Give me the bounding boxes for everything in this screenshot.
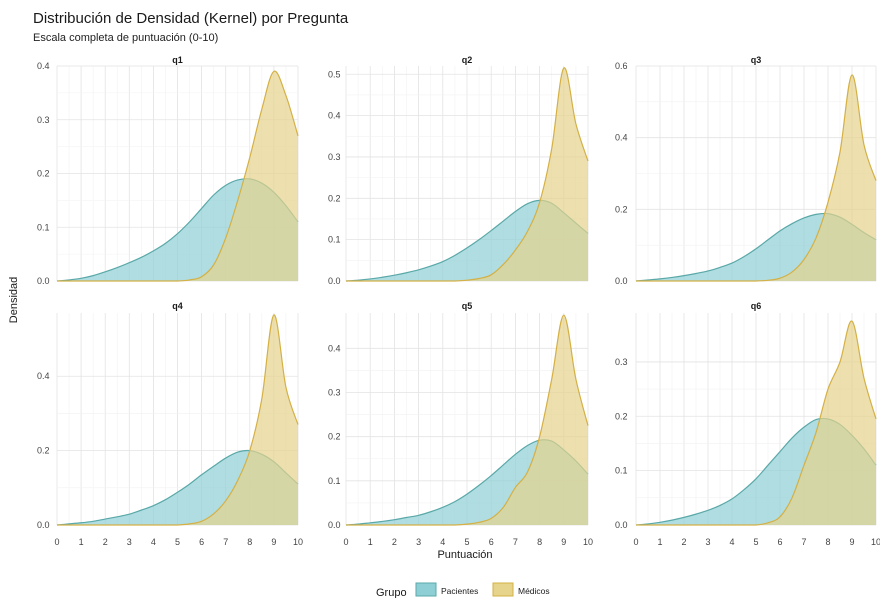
facet-title: q5 [462, 301, 473, 311]
density-line-medicos [346, 314, 589, 526]
x-axis-title: Puntuación [437, 549, 492, 561]
x-tick-label: 2 [681, 537, 686, 547]
chart-title: Distribución de Densidad (Kernel) por Pr… [33, 10, 349, 27]
y-tick-label: 0.0 [37, 276, 50, 286]
y-tick-label: 0.4 [37, 61, 50, 71]
y-tick-label: 0.2 [328, 432, 341, 442]
x-tick-label: 0 [54, 537, 59, 547]
x-tick-label: 1 [368, 537, 373, 547]
y-tick-label: 0.4 [37, 371, 50, 381]
x-tick-label: 2 [103, 537, 108, 547]
legend: Grupo Pacientes Médicos [376, 582, 550, 598]
x-tick-label: 5 [175, 537, 180, 547]
x-tick-label: 4 [729, 537, 734, 547]
x-tick-label: 8 [825, 537, 830, 547]
y-tick-label: 0.0 [615, 520, 628, 530]
facet-title: q1 [172, 55, 183, 65]
y-tick-label: 0.1 [328, 476, 341, 486]
facet-q5: q5 0.0 0.1 0.2 0.3 0.4 0 1 2 3 4 5 6 7 8 9 10 [328, 301, 593, 547]
density-area-medicos [57, 314, 298, 525]
facet-title: q6 [751, 301, 762, 311]
density-area-medicos [636, 320, 876, 525]
y-axis-title: Densidad [8, 277, 20, 323]
x-tick-label: 0 [633, 537, 638, 547]
x-tick-label: 10 [871, 537, 880, 547]
y-tick-label: 0.3 [328, 152, 341, 162]
x-tick-label: 5 [464, 537, 469, 547]
y-tick-label: 0.1 [615, 466, 628, 476]
x-tick-label: 5 [753, 537, 758, 547]
x-tick-label: 7 [513, 537, 518, 547]
x-tick-label: 6 [777, 537, 782, 547]
legend-label-pacientes: Pacientes [441, 586, 478, 596]
y-tick-label: 0.0 [615, 276, 628, 286]
y-tick-label: 0.4 [328, 343, 341, 353]
density-area-medicos [636, 74, 876, 282]
y-tick-label: 0.0 [328, 520, 341, 530]
x-tick-label: 6 [489, 537, 494, 547]
x-tick-label: 1 [657, 537, 662, 547]
density-line-medicos [57, 314, 299, 526]
facet-q3: q3 0.0 0.2 0.4 0.6 [615, 55, 877, 286]
y-tick-label: 0.1 [328, 235, 341, 245]
facet-q4: q4 0.0 0.2 0.4 0 1 2 3 4 5 6 7 8 9 10 [37, 301, 303, 547]
y-tick-label: 0.2 [615, 204, 628, 214]
x-tick-label: 0 [343, 537, 348, 547]
x-tick-label: 3 [705, 537, 710, 547]
density-line-medicos [636, 74, 877, 282]
x-tick-label: 1 [79, 537, 84, 547]
x-tick-label: 10 [293, 537, 303, 547]
density-area-medicos [346, 67, 588, 282]
density-line-medicos [57, 70, 299, 282]
legend-key-medicos [492, 582, 514, 597]
legend-title: Grupo [376, 587, 407, 598]
legend-key-pacientes [415, 582, 437, 597]
facet-title: q4 [172, 301, 183, 311]
x-tick-label: 9 [561, 537, 566, 547]
density-line-medicos [636, 320, 877, 526]
x-tick-label: 8 [247, 537, 252, 547]
x-tick-label: 4 [151, 537, 156, 547]
x-tick-label: 8 [537, 537, 542, 547]
density-line-medicos [346, 67, 589, 282]
x-tick-label: 6 [199, 537, 204, 547]
facet-q6: q6 0.0 0.1 0.2 0.3 0 1 2 3 4 5 6 7 8 9 10 [615, 301, 880, 547]
x-tick-label: 4 [440, 537, 445, 547]
y-tick-label: 0.2 [615, 411, 628, 421]
chart-subtitle: Escala completa de puntuación (0-10) [33, 32, 219, 44]
facet-q2: q2 0.0 0.1 0.2 0.3 0.4 0.5 [328, 55, 589, 286]
y-tick-label: 0.2 [328, 193, 341, 203]
y-tick-label: 0.4 [615, 133, 628, 143]
x-tick-label: 9 [271, 537, 276, 547]
y-tick-label: 0.3 [37, 115, 50, 125]
x-tick-label: 10 [583, 537, 593, 547]
y-tick-label: 0.3 [615, 357, 628, 367]
y-tick-label: 0.6 [615, 61, 628, 71]
y-tick-label: 0.5 [328, 69, 341, 79]
facet-q1: q1 0.0 0.1 0.2 0.3 0.4 [37, 55, 299, 286]
facet-title: q2 [462, 55, 473, 65]
x-tick-label: 3 [416, 537, 421, 547]
density-area-medicos [57, 71, 298, 282]
x-tick-label: 9 [849, 537, 854, 547]
x-tick-label: 7 [801, 537, 806, 547]
y-tick-label: 0.0 [37, 520, 50, 530]
x-tick-label: 3 [127, 537, 132, 547]
x-tick-label: 2 [392, 537, 397, 547]
y-tick-label: 0.4 [328, 111, 341, 121]
facet-title: q3 [751, 55, 762, 65]
legend-label-medicos: Médicos [518, 586, 550, 596]
y-tick-label: 0.3 [328, 388, 341, 398]
y-tick-label: 0.1 [37, 222, 50, 232]
y-tick-label: 0.2 [37, 446, 50, 456]
y-tick-label: 0.0 [328, 276, 341, 286]
x-tick-label: 7 [223, 537, 228, 547]
y-tick-label: 0.2 [37, 169, 50, 179]
